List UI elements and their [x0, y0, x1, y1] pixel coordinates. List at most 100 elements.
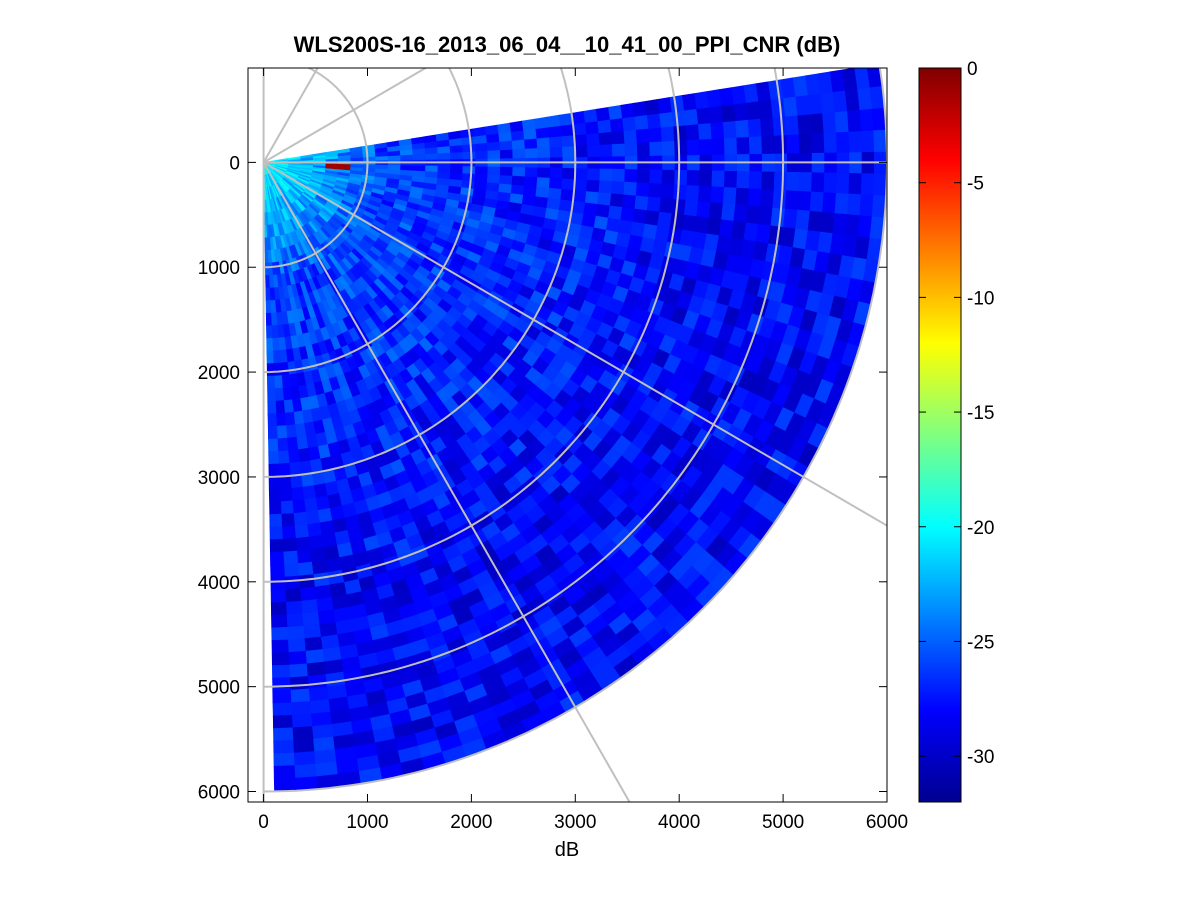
- heatmap-cell: [310, 547, 327, 563]
- heatmap-cell: [299, 574, 316, 589]
- heatmap-cell: [548, 135, 563, 148]
- heatmap-cell: [282, 525, 297, 540]
- heatmap-cell: [269, 513, 283, 528]
- heatmap-cell: [584, 120, 600, 135]
- heatmap-cell: [290, 688, 311, 704]
- heatmap-cell: [595, 203, 611, 218]
- heatmap-cell: [609, 192, 625, 208]
- heatmap-cell: [646, 196, 662, 212]
- heatmap-cell: [311, 559, 329, 575]
- heatmap-cell: [733, 203, 749, 223]
- heatmap-cell: [669, 212, 685, 230]
- grid-spoke: [262, 161, 631, 802]
- heatmap-cell: [273, 777, 297, 792]
- heatmap-cell: [461, 179, 476, 189]
- heatmap-cell: [761, 170, 776, 190]
- heatmap-cell: [623, 129, 638, 144]
- heatmap-cell: [581, 213, 597, 228]
- y-tick-label: 2000: [198, 363, 240, 384]
- heatmap-cell: [834, 110, 850, 133]
- heatmap-cell: [772, 115, 787, 136]
- heatmap-cell: [265, 300, 272, 314]
- heatmap-cell: [313, 736, 336, 752]
- heatmap-cell: [736, 136, 751, 155]
- heatmap-cell: [770, 97, 786, 118]
- heatmap-cell: [473, 180, 488, 191]
- y-axis: 0 1000 2000 3000 4000 5000 6000: [198, 153, 887, 804]
- heatmap-cell: [873, 129, 887, 152]
- heatmap-cell: [537, 146, 551, 158]
- heatmap-cell: [635, 128, 650, 143]
- heatmap-cell: [611, 168, 626, 182]
- heatmap-cell: [649, 140, 663, 156]
- heatmap-cell: [271, 626, 289, 641]
- heatmap-cell: [283, 550, 299, 565]
- x-tick-label: 1000: [346, 812, 388, 833]
- heatmap-cell: [294, 524, 310, 539]
- x-tick-label: 3000: [554, 812, 596, 833]
- heatmap-cell: [387, 164, 402, 170]
- heatmap-cell: [681, 214, 698, 232]
- colorbar-tick-label: -15: [967, 403, 994, 424]
- heatmap-cell: [611, 130, 626, 145]
- heatmap-cell: [697, 122, 713, 140]
- heatmap-cell: [583, 201, 599, 216]
- heatmap-cell: [487, 149, 501, 159]
- heatmap-cell: [848, 172, 863, 195]
- grid-spoke: [263, 161, 887, 527]
- heatmap-cell: [760, 188, 775, 208]
- heatmap-cell: [271, 664, 291, 679]
- heatmap-cell: [834, 192, 850, 215]
- heatmap-cell: [770, 206, 786, 228]
- heatmap-cell: [268, 463, 281, 478]
- heatmap-cell: [832, 212, 848, 235]
- heatmap-cell: [524, 166, 539, 178]
- heatmap-cell: [786, 171, 800, 192]
- heatmap-cell: [721, 202, 736, 221]
- heatmap-cell: [474, 165, 489, 175]
- colorbar: [918, 67, 962, 803]
- heatmap-cell: [747, 118, 762, 138]
- heatmap-cell: [267, 413, 278, 427]
- heatmap-cell: [623, 181, 638, 196]
- heatmap-cell: [835, 172, 850, 194]
- heatmap-cell: [268, 451, 280, 465]
- heatmap-cell: [574, 144, 589, 158]
- heatmap-cell: [857, 214, 873, 238]
- heatmap-cell: [268, 438, 279, 453]
- heatmap-cell: [683, 199, 699, 217]
- heatmap-cell: [362, 163, 377, 169]
- heatmap-cell: [301, 599, 319, 614]
- heatmap-cell: [546, 114, 561, 128]
- heatmap-cell: [277, 437, 289, 452]
- heatmap-cell: [784, 189, 800, 210]
- heatmap-cell: [547, 125, 563, 138]
- heatmap-cell: [499, 140, 513, 151]
- heatmap-cell: [273, 727, 294, 742]
- heatmap-cell: [572, 189, 587, 203]
- heatmap-cell: [284, 575, 301, 590]
- heatmap-cell: [659, 197, 674, 214]
- heatmap-cell: [289, 461, 302, 477]
- heatmap-cell: [307, 674, 328, 690]
- heatmap-cell: [512, 148, 526, 159]
- heatmap-cell: [636, 168, 651, 184]
- heatmap-cell: [286, 613, 305, 628]
- heatmap-cell: [499, 174, 513, 185]
- heatmap-cell: [485, 181, 500, 192]
- heatmap-cell: [562, 167, 576, 180]
- heatmap-cell: [304, 636, 324, 652]
- heatmap-cell: [686, 169, 701, 186]
- heatmap-cell: [673, 124, 688, 141]
- heatmap-cell: [400, 164, 414, 171]
- heatmap-cell: [524, 175, 538, 187]
- heatmap-cell: [305, 649, 325, 665]
- heatmap-cell: [673, 183, 688, 201]
- heatmap-cell: [511, 138, 526, 150]
- heatmap-cell: [269, 551, 285, 566]
- heatmap-cell: [312, 724, 334, 740]
- heatmap-cell: [722, 120, 738, 139]
- heatmap-cell: [450, 151, 464, 160]
- heatmap-cell: [823, 131, 838, 153]
- heatmap-cell: [747, 187, 762, 207]
